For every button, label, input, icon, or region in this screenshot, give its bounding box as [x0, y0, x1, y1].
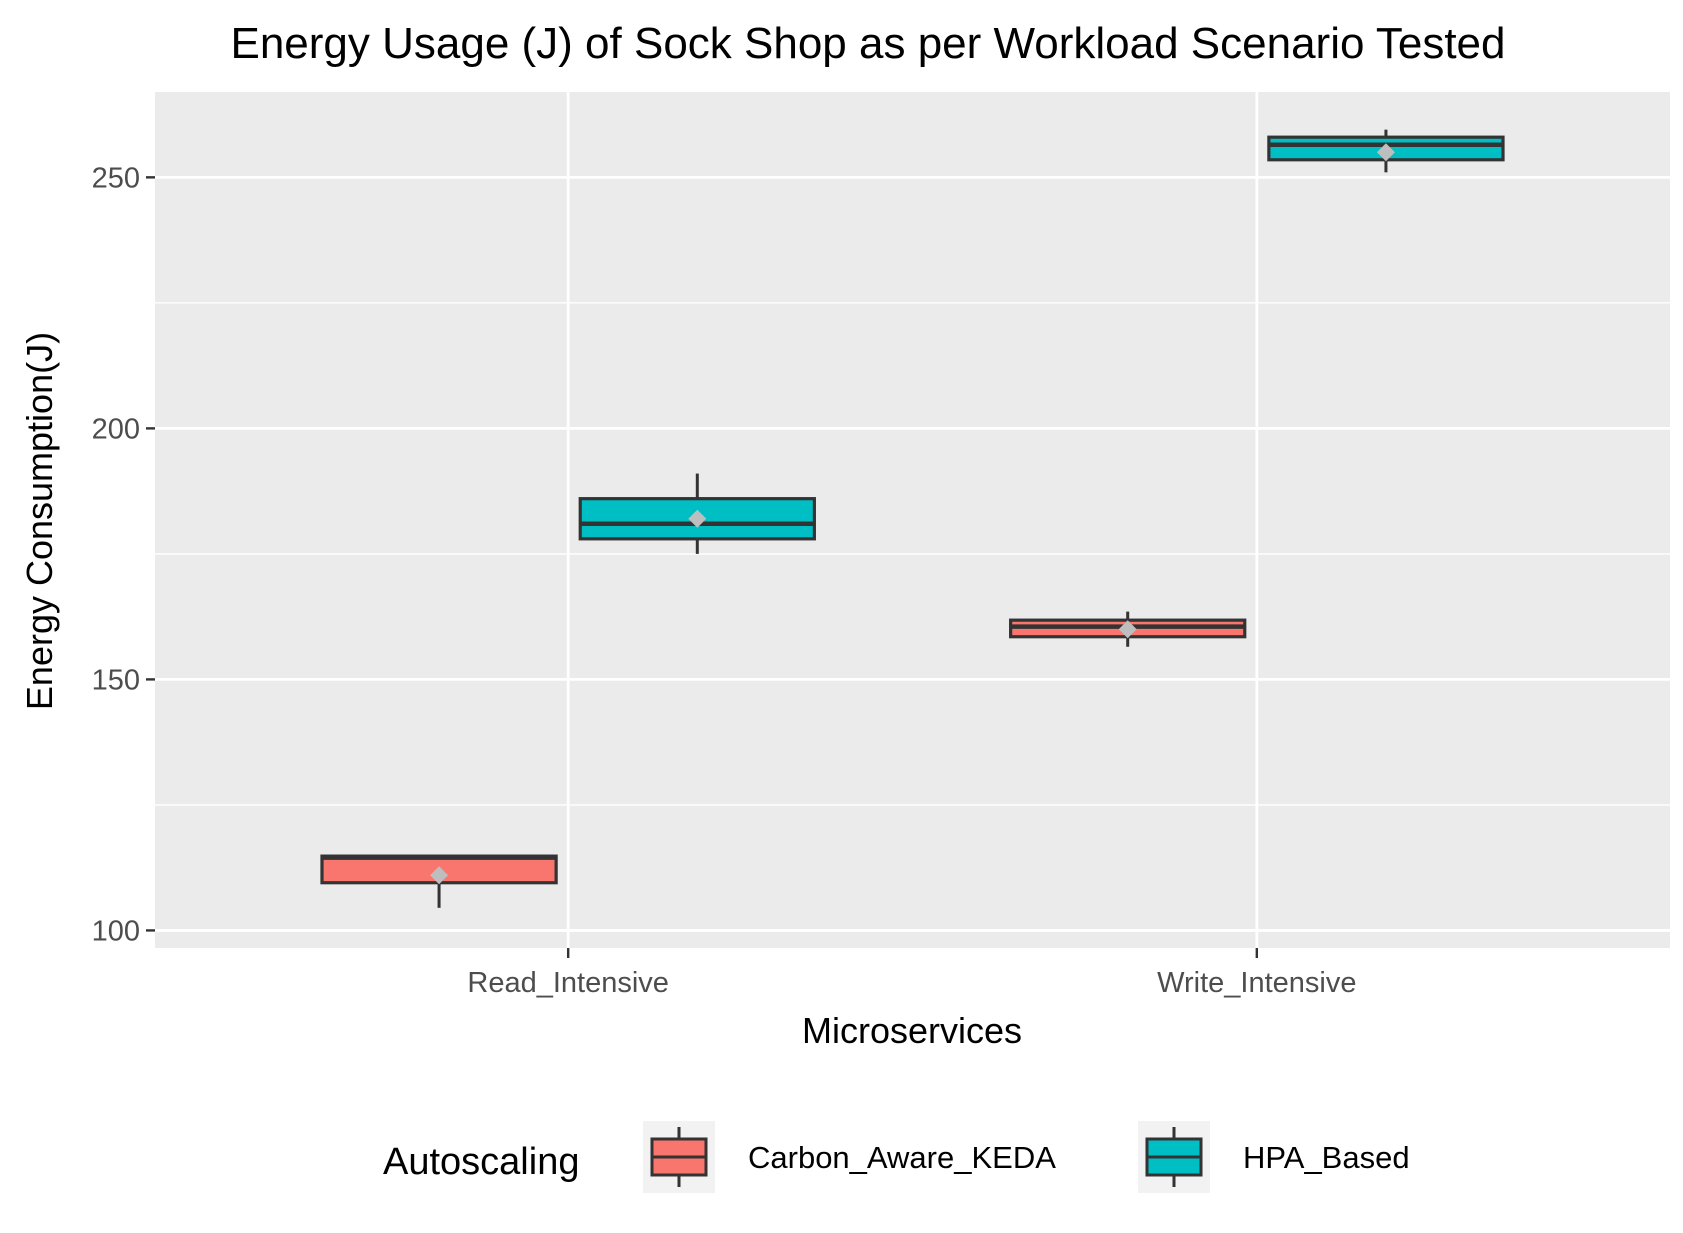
x-tick-label: Write_Intensive: [1157, 967, 1356, 999]
y-tick-label: 150: [92, 664, 140, 696]
y-axis: 100 150 200 250: [92, 162, 155, 947]
plot-panel: [155, 92, 1670, 948]
y-tick-label: 100: [92, 915, 140, 947]
box-Carbon_Aware_KEDA-Read_Intensive: [320, 854, 558, 908]
legend-title: Autoscaling: [383, 1141, 579, 1183]
panel-background: [155, 92, 1670, 948]
x-axis: Read_Intensive Write_Intensive: [467, 948, 1356, 999]
legend-item-HPA_Based: HPA_Based: [1138, 1121, 1410, 1193]
legend-item-Carbon_Aware_KEDA: Carbon_Aware_KEDA: [643, 1121, 1056, 1193]
box-HPA_Based-Read_Intensive: [578, 473, 816, 554]
legend-label: HPA_Based: [1243, 1140, 1410, 1175]
y-axis-title: Energy Consumption(J): [19, 332, 60, 710]
box-Carbon_Aware_KEDA-Write_Intensive: [1009, 611, 1247, 647]
y-tick-label: 200: [92, 413, 140, 445]
legend: Autoscaling Carbon_Aware_KEDA HPA_Based: [383, 1121, 1410, 1193]
mean-marker: [430, 866, 449, 885]
legend-label: Carbon_Aware_KEDA: [748, 1140, 1056, 1175]
box-HPA_Based-Write_Intensive: [1267, 129, 1505, 173]
chart-title: Energy Usage (J) of Sock Shop as per Wor…: [230, 19, 1505, 68]
mean-marker: [688, 509, 707, 528]
x-axis-title: Microservices: [802, 1010, 1022, 1051]
mean-marker: [1118, 620, 1137, 639]
x-tick-label: Read_Intensive: [467, 967, 669, 999]
y-tick-label: 250: [92, 162, 140, 194]
mean-marker: [1376, 143, 1395, 162]
